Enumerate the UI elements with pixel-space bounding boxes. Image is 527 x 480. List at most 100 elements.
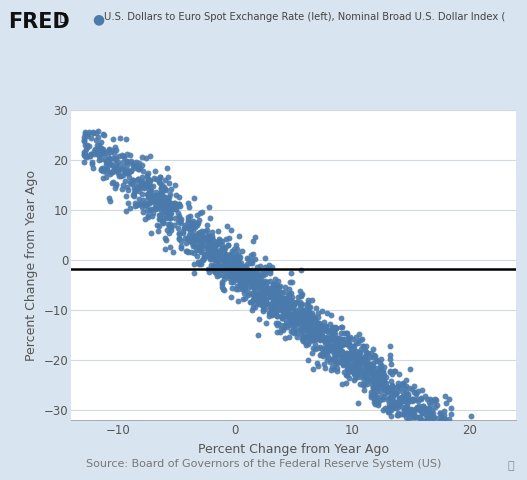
Point [344, 338, 352, 346]
Point [186, 212, 194, 219]
Point [119, 163, 128, 171]
Point [270, 280, 279, 288]
Point [270, 290, 279, 298]
Point [307, 312, 315, 320]
Point [288, 293, 296, 301]
Point [222, 254, 231, 262]
Point [285, 290, 293, 298]
Point [160, 193, 169, 201]
Point [224, 264, 232, 272]
Point [346, 365, 355, 372]
Point [372, 377, 380, 384]
Point [120, 153, 129, 161]
Point [157, 206, 165, 214]
Point [243, 284, 252, 291]
Point [204, 238, 212, 245]
Point [159, 208, 168, 216]
Point [238, 276, 246, 284]
Point [284, 296, 292, 303]
Point [423, 395, 432, 403]
Point [229, 263, 237, 271]
Point [441, 416, 450, 423]
Point [389, 401, 397, 408]
Point [280, 294, 288, 301]
Point [158, 194, 166, 202]
Point [260, 299, 268, 307]
Point [333, 364, 341, 372]
Point [346, 367, 355, 375]
Point [174, 234, 183, 242]
Point [186, 222, 194, 230]
Point [147, 198, 155, 205]
Point [187, 225, 196, 233]
Point [220, 244, 229, 252]
Point [307, 311, 316, 319]
Point [424, 408, 433, 416]
Point [155, 190, 164, 198]
Point [165, 204, 173, 212]
Point [277, 296, 286, 303]
Point [153, 195, 161, 203]
Point [256, 299, 265, 307]
Point [261, 288, 270, 296]
Point [152, 175, 161, 182]
Point [132, 162, 140, 170]
Point [323, 309, 331, 317]
Point [317, 350, 325, 358]
Point [376, 381, 385, 389]
Point [369, 364, 377, 372]
Point [81, 153, 90, 161]
Point [349, 368, 358, 375]
Point [167, 226, 175, 234]
Point [144, 176, 153, 184]
Point [431, 404, 439, 411]
Point [214, 261, 223, 269]
Point [419, 409, 427, 417]
Point [278, 306, 286, 314]
Point [275, 284, 283, 291]
Point [376, 393, 385, 400]
Point [273, 312, 281, 320]
Point [306, 336, 314, 344]
Point [285, 300, 294, 307]
Point [283, 302, 291, 310]
Point [261, 288, 270, 296]
Point [386, 355, 394, 363]
Point [417, 416, 425, 423]
Point [174, 218, 183, 226]
Point [164, 173, 172, 181]
Text: FRED: FRED [8, 12, 70, 32]
Point [242, 254, 251, 262]
Point [262, 319, 270, 327]
Point [268, 311, 276, 319]
Point [181, 235, 189, 242]
Point [287, 269, 295, 277]
Point [310, 320, 319, 328]
Point [213, 262, 222, 270]
Point [365, 367, 373, 375]
Point [229, 263, 237, 270]
Point [228, 255, 237, 263]
Point [350, 351, 359, 359]
Point [349, 350, 358, 358]
Point [238, 268, 247, 276]
Point [171, 181, 180, 189]
Point [144, 175, 152, 182]
Point [318, 346, 327, 353]
Point [279, 300, 288, 308]
Point [386, 388, 395, 396]
Point [261, 266, 270, 274]
Point [192, 252, 201, 260]
Point [378, 369, 387, 377]
Point [208, 228, 217, 236]
Point [111, 143, 120, 151]
Point [375, 378, 383, 386]
Point [251, 276, 259, 284]
Point [350, 360, 359, 368]
Point [425, 408, 433, 416]
Point [158, 214, 166, 221]
Point [304, 296, 312, 304]
Point [404, 393, 412, 400]
Point [187, 236, 195, 243]
Point [288, 311, 296, 319]
